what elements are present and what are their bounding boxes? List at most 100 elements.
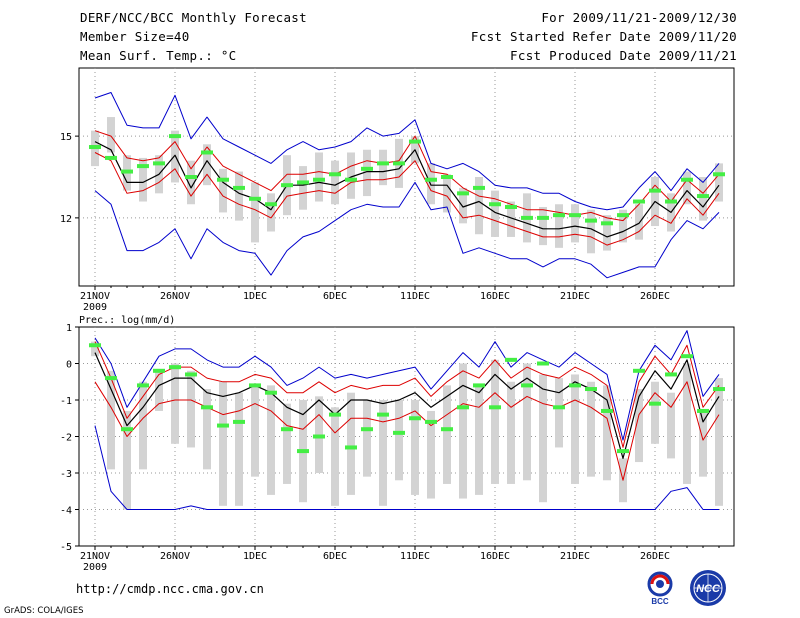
member-marker [153,161,165,166]
x-tick-label: 11DEC [400,551,430,562]
ensemble-box [539,374,547,503]
member-marker [201,405,213,410]
x-tick-label: 26NOV [160,551,190,562]
series-max-line [94,92,720,211]
ensemble-box [619,209,627,243]
member-marker [265,202,277,207]
ensemble-box [555,204,563,248]
member-marker [345,177,357,182]
x-tick-label: 26NOV [160,291,190,302]
source-url[interactable]: http://cmdp.ncc.cma.gov.cn [76,582,264,596]
member-marker [233,419,245,424]
ensemble-box [363,400,371,477]
member-marker [201,150,213,155]
member-marker [281,427,293,432]
member-marker [489,405,501,410]
member-marker [633,199,645,204]
member-marker [121,169,133,174]
ncc-logo: NCC [690,570,726,606]
member-marker [345,445,357,450]
y-tick-label: -1 [60,396,72,407]
member-marker [281,183,293,188]
ensemble-box [491,190,499,237]
x-tick-label: 26DEC [640,291,670,302]
ensemble-box [363,149,371,197]
member-marker [489,202,501,207]
series-upper-spread-line [94,341,720,448]
member-marker [553,213,565,218]
member-marker [601,408,613,413]
ensemble-box [699,410,707,477]
x-tick-label: 16DEC [480,291,510,302]
member-marker [361,427,373,432]
x-tick-label: 11DEC [400,291,430,302]
member-marker [361,166,373,171]
member-marker [601,221,613,226]
member-marker [665,199,677,204]
y-tick-label: 1 [66,323,72,334]
series-lower-spread-line [94,152,720,246]
member-marker [697,194,709,199]
ensemble-box [571,374,579,484]
member-marker [137,383,149,388]
ensemble-box [443,385,451,484]
series-upper-spread-line [94,130,720,222]
member-marker [441,175,453,179]
x-tick-label: 1DEC [243,291,267,302]
ensemble-box [107,117,115,153]
ensemble-box [411,400,419,495]
y-tick-label: -4 [60,506,72,517]
x-tick-label: 16DEC [480,551,510,562]
ensemble-box [715,378,723,506]
x-tick-label: 6DEC [323,291,347,302]
ensemble-box [203,389,211,470]
member-marker [169,365,181,370]
ensemble-box [699,177,707,221]
x-tick-label: 21DEC [560,291,590,302]
ensemble-box [491,359,499,484]
member-marker [681,354,693,359]
ensemble-box [683,363,691,484]
ensemble-box [587,209,595,254]
ensemble-box [347,392,355,495]
ensemble-box [187,370,195,448]
ensemble-box [475,385,483,495]
ensemble-box [251,385,259,477]
ensemble-box [379,149,387,186]
member-marker [169,134,181,139]
fcst-started-date: Fcst Started Refer Date 2009/11/20 [470,29,737,44]
ensemble-box [219,381,227,506]
ensemble-box [539,206,547,246]
member-marker [297,449,309,454]
plot-frame [78,67,735,287]
x-year-label: 2009 [83,562,107,573]
variable-label: Mean Surf. Temp.: °C [80,48,237,63]
member-marker [393,161,405,166]
ensemble-box [235,392,243,506]
temperature-panel: 21NOV 26NOV 1DEC 6DEC 11DEC 16DEC 21DEC 26DEC 20… [60,67,735,313]
member-marker [473,185,485,190]
y-tick-label: 12 [60,214,72,225]
series-lower-spread-line [94,381,720,481]
ensemble-box [635,204,643,240]
member-marker [233,185,245,190]
member-marker [153,368,165,373]
ensemble-box [203,144,211,186]
member-marker [329,172,341,177]
series-max-line [94,330,720,441]
member-marker [697,408,709,413]
member-marker [265,390,277,395]
member-marker [393,430,405,435]
member-marker [297,180,309,185]
x-tick-label: 21NOV [80,291,110,302]
member-marker [377,161,389,166]
member-marker [521,215,533,220]
ensemble-box [187,160,195,205]
member-marker [89,343,101,348]
member-marker [377,412,389,417]
fcst-produced-date: Fcst Produced Date 2009/11/21 [510,48,737,63]
ensemble-box [139,157,147,202]
member-marker [249,196,261,201]
ensemble-box [475,177,483,235]
